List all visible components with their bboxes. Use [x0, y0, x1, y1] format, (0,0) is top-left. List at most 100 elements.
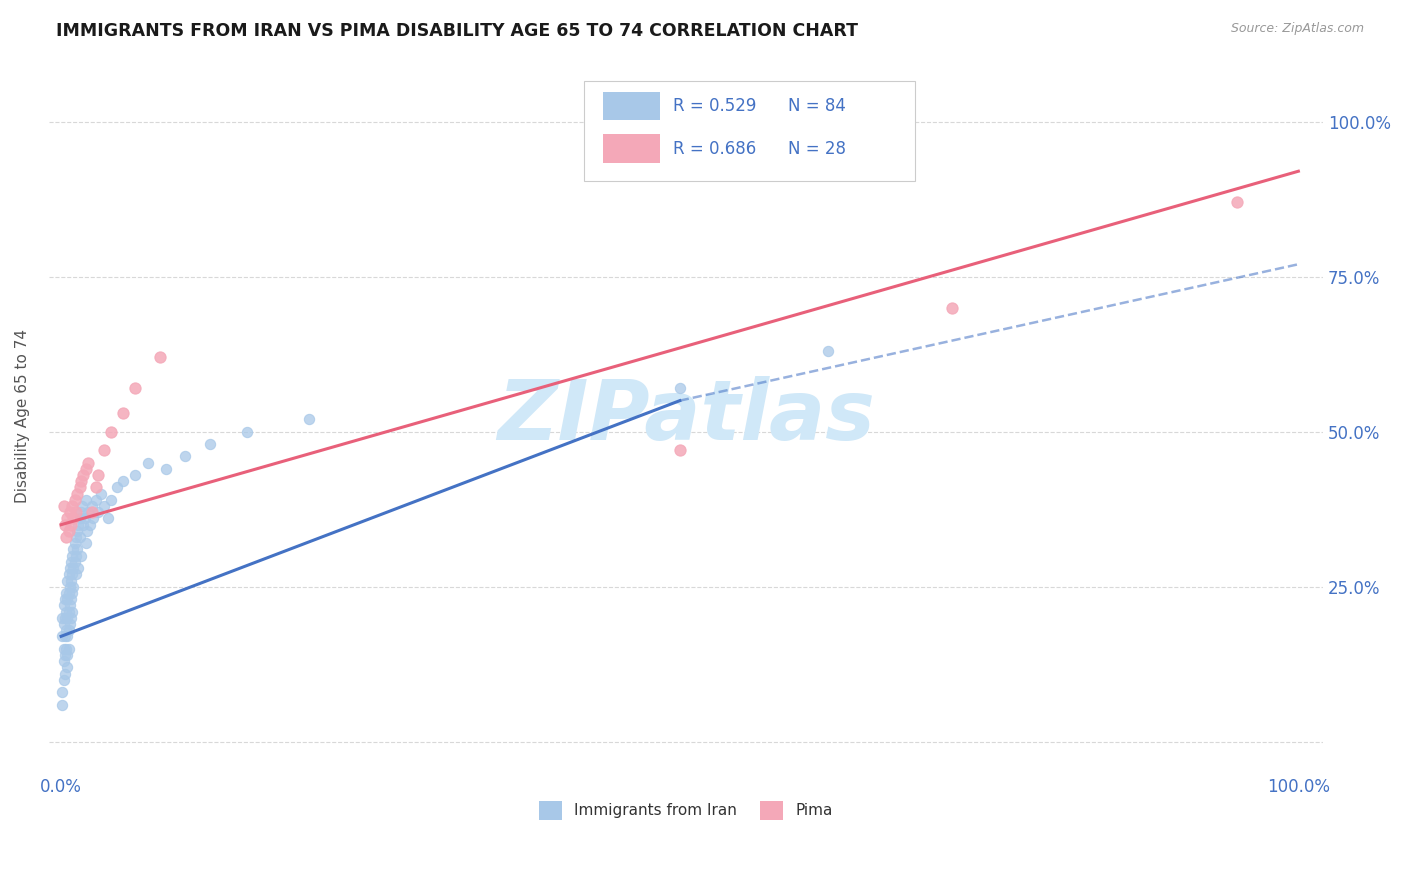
Text: R = 0.686: R = 0.686 — [673, 140, 756, 158]
Point — [60, 549, 83, 563]
Point — [51, 685, 73, 699]
Point — [60, 567, 83, 582]
Point — [66, 542, 89, 557]
Point — [67, 517, 90, 532]
Point — [62, 580, 84, 594]
FancyBboxPatch shape — [583, 81, 915, 181]
Point — [70, 499, 93, 513]
Point — [70, 549, 93, 563]
Point — [59, 599, 82, 613]
Point — [60, 555, 83, 569]
Point — [75, 536, 97, 550]
Text: R = 0.529: R = 0.529 — [673, 97, 756, 115]
Point — [58, 605, 80, 619]
Point — [53, 592, 76, 607]
Point — [52, 499, 75, 513]
Point — [100, 425, 122, 439]
Point — [75, 492, 97, 507]
FancyBboxPatch shape — [603, 135, 661, 163]
Point — [62, 542, 84, 557]
Point — [55, 605, 77, 619]
Point — [93, 499, 115, 513]
Point — [668, 381, 690, 395]
Point — [817, 344, 839, 359]
Point — [52, 654, 75, 668]
Point — [79, 517, 101, 532]
Point — [55, 641, 77, 656]
Point — [65, 567, 87, 582]
Point — [56, 592, 79, 607]
Point — [63, 536, 86, 550]
Point — [55, 623, 77, 637]
Point — [93, 443, 115, 458]
Point — [198, 437, 221, 451]
Point — [51, 610, 73, 624]
Point — [124, 381, 146, 395]
Point — [53, 666, 76, 681]
Point — [60, 592, 83, 607]
Point — [77, 456, 100, 470]
Point — [70, 505, 93, 519]
Point — [136, 456, 159, 470]
Point — [97, 511, 120, 525]
Point — [53, 517, 76, 532]
Point — [59, 505, 82, 519]
Point — [69, 511, 91, 525]
Point — [58, 524, 80, 538]
Point — [51, 698, 73, 712]
Legend: Immigrants from Iran, Pima: Immigrants from Iran, Pima — [533, 795, 839, 826]
Point — [58, 567, 80, 582]
Point — [56, 629, 79, 643]
Point — [63, 492, 86, 507]
Point — [52, 673, 75, 687]
Point — [69, 481, 91, 495]
Point — [87, 505, 110, 519]
Point — [53, 648, 76, 662]
Point — [58, 641, 80, 656]
Point — [66, 486, 89, 500]
Point — [70, 475, 93, 489]
Point — [60, 605, 83, 619]
Point — [63, 555, 86, 569]
Point — [80, 499, 103, 513]
Point — [668, 443, 690, 458]
Point — [111, 475, 134, 489]
Point — [60, 574, 83, 588]
Point — [59, 580, 82, 594]
Text: N = 28: N = 28 — [787, 140, 846, 158]
Point — [84, 492, 107, 507]
Point — [100, 492, 122, 507]
Point — [60, 499, 83, 513]
Point — [58, 586, 80, 600]
Point — [72, 517, 94, 532]
Point — [90, 486, 112, 500]
Y-axis label: Disability Age 65 to 74: Disability Age 65 to 74 — [15, 329, 30, 503]
Point — [62, 561, 84, 575]
Point — [60, 517, 83, 532]
Point — [69, 530, 91, 544]
Point — [77, 505, 100, 519]
Text: N = 84: N = 84 — [787, 97, 846, 115]
Point — [75, 462, 97, 476]
Point — [111, 406, 134, 420]
Point — [60, 610, 83, 624]
Point — [55, 530, 77, 544]
FancyBboxPatch shape — [603, 92, 661, 120]
Point — [73, 511, 96, 525]
Point — [65, 549, 87, 563]
Point — [52, 599, 75, 613]
Point — [124, 468, 146, 483]
Point — [51, 629, 73, 643]
Point — [84, 481, 107, 495]
Point — [72, 468, 94, 483]
Point — [1225, 195, 1247, 210]
Point — [65, 530, 87, 544]
Point — [59, 616, 82, 631]
Point — [155, 462, 177, 476]
Point — [59, 561, 82, 575]
Point — [58, 623, 80, 637]
Point — [297, 412, 319, 426]
Point — [53, 629, 76, 643]
Point — [56, 610, 79, 624]
Point — [52, 641, 75, 656]
